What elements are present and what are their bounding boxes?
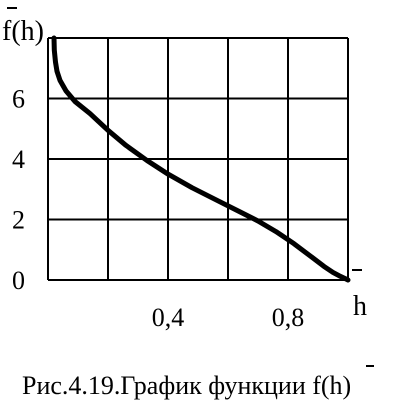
- figure-caption: Рис.4.19.График функции f(h): [22, 371, 351, 400]
- grid: [47, 37, 349, 281]
- y-tick-label: 2: [12, 206, 25, 235]
- y-tick-label: 4: [12, 145, 25, 174]
- y-tick-labels: 0 2 4 6: [12, 85, 25, 296]
- x-axis-label: h: [353, 291, 367, 322]
- x-tick-label: 0,4: [152, 303, 185, 332]
- y-tick-label: 6: [12, 85, 25, 114]
- x-tick-labels: 0,4 0,8: [152, 303, 305, 332]
- y-tick-label: 0: [12, 266, 25, 295]
- series-curve: [51, 35, 351, 283]
- x-tick-label: 0,8: [272, 303, 305, 332]
- y-axis-label: f(h): [2, 16, 44, 47]
- bar-marks: [7, 7, 374, 367]
